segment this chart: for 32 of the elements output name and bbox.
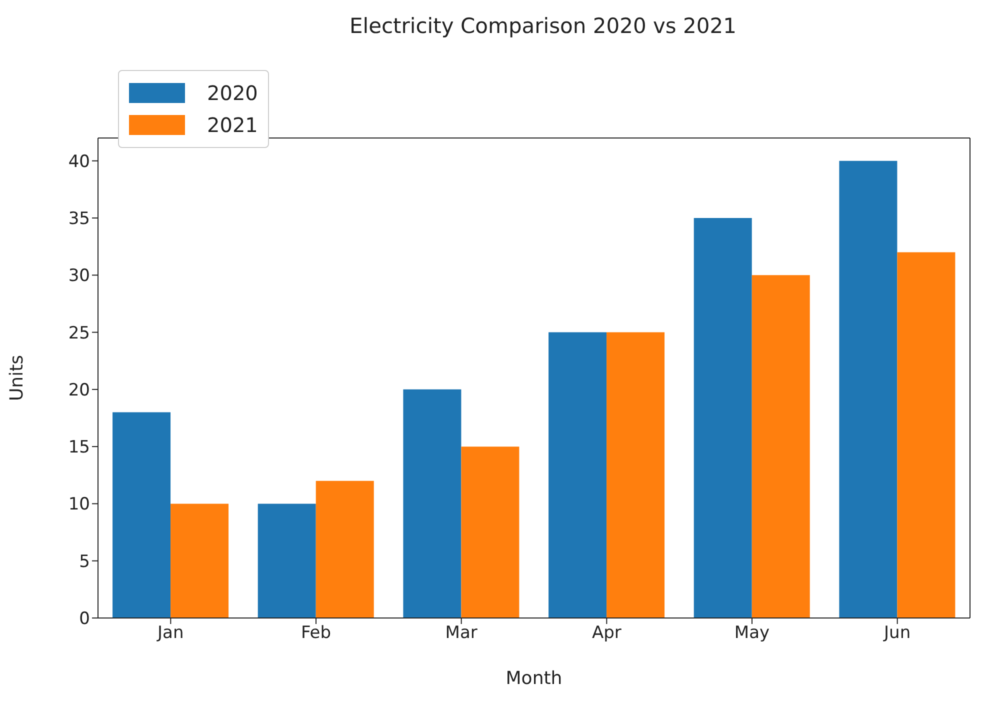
legend-label: 2021 (206, 112, 258, 139)
y-tick-label: 10 (68, 494, 90, 515)
bar (548, 332, 607, 618)
bar (170, 504, 229, 618)
bar (316, 480, 374, 618)
x-tick-label: Jun (883, 623, 911, 644)
y-axis-title: Units (6, 354, 28, 402)
x-tick-label: Mar (445, 623, 478, 644)
bar (694, 218, 752, 618)
bar (258, 504, 316, 618)
bar (606, 332, 665, 618)
y-tick-label: 25 (68, 323, 90, 344)
x-tick-label: Feb (300, 623, 332, 644)
bar (112, 412, 171, 618)
y-tick-label: 15 (68, 438, 90, 458)
x-tick-label: May (734, 623, 770, 644)
bar (403, 389, 462, 618)
y-tick-label: 0 (79, 609, 90, 630)
y-tick-label: 20 (68, 380, 90, 400)
bar (461, 446, 520, 618)
y-tick-label: 40 (68, 152, 90, 172)
bar (897, 252, 956, 618)
legend-label: 2020 (206, 80, 258, 107)
x-tick-label: Apr (592, 623, 622, 644)
y-tick-label: 5 (79, 552, 90, 572)
bar (839, 160, 898, 618)
bar (752, 275, 810, 618)
chart-title: Electricity Comparison 2020 vs 2021 (348, 14, 738, 38)
x-axis-title: Month (506, 668, 562, 689)
x-tick-label: Jan (156, 623, 184, 644)
y-tick-label: 35 (68, 209, 90, 230)
y-tick-label: 30 (68, 266, 90, 286)
